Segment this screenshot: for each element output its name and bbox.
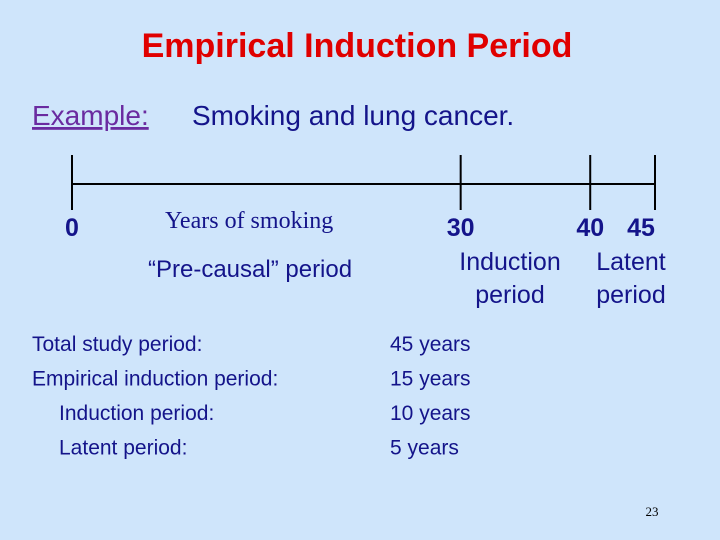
period-label: Induction: [459, 248, 560, 276]
period-label: period: [475, 281, 545, 309]
summary-value: 5 years: [390, 437, 459, 460]
segment-label: Years of smoking: [165, 208, 333, 234]
timeline-tick-label: 30: [447, 214, 475, 242]
timeline-tick-label: 40: [576, 214, 604, 242]
summary-label: Empirical induction period:: [32, 368, 278, 391]
summary-label: Induction period:: [59, 402, 214, 425]
summary-label: Total study period:: [32, 333, 202, 356]
period-label: Latent: [596, 248, 666, 276]
segment-label: “Pre-causal” period: [148, 256, 352, 283]
slide-title: Empirical Induction Period: [142, 27, 573, 65]
page-number: 23: [646, 504, 659, 519]
period-label: period: [596, 281, 666, 309]
timeline-tick-label: 0: [65, 214, 79, 242]
summary-value: 45 years: [390, 333, 471, 356]
summary-value: 15 years: [390, 368, 471, 391]
example-text: Smoking and lung cancer.: [192, 100, 514, 131]
summary-value: 10 years: [390, 402, 471, 425]
summary-label: Latent period:: [59, 437, 187, 460]
example-label: Example:: [32, 100, 149, 131]
timeline-tick-label: 45: [627, 214, 655, 242]
